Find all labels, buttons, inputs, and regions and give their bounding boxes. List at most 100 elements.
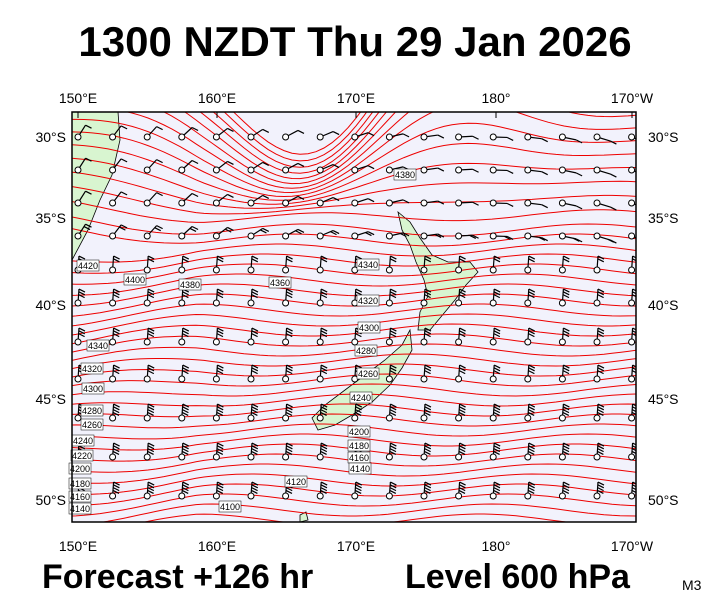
barb-station (178, 166, 186, 174)
barb-station (351, 414, 359, 422)
barb-feather (458, 333, 466, 338)
contour-label: 4140 (70, 504, 90, 514)
contour-label-box (86, 339, 110, 352)
barb-feather (562, 445, 570, 450)
contour-line (72, 228, 636, 247)
barb-station (558, 414, 566, 422)
barb-station (282, 375, 290, 383)
barb-station (282, 299, 290, 307)
barb-feather (154, 227, 162, 232)
barb-feather (631, 370, 636, 374)
barb-station (489, 133, 497, 141)
barb-feather (597, 487, 604, 492)
barb-station (143, 299, 151, 307)
barb-feather (147, 255, 155, 260)
barb-feather (295, 230, 302, 235)
barb-feather (262, 227, 270, 232)
barb-station (524, 299, 532, 307)
barb-feather (216, 258, 224, 263)
barb-feather (437, 167, 445, 172)
barb-feather (493, 291, 501, 296)
barb-feather (642, 240, 648, 243)
barb-feather (459, 291, 466, 296)
barb-feather (597, 450, 604, 455)
barb-station (351, 338, 359, 346)
barb-feather (493, 333, 501, 338)
barb-feather (400, 232, 407, 238)
contour-label-box (70, 449, 94, 462)
barb-feather (78, 291, 86, 296)
barb-station (593, 166, 601, 174)
barb-feather (147, 481, 155, 486)
barb-feather (458, 448, 466, 453)
barb-feather (597, 294, 604, 299)
barb-feather (562, 367, 570, 372)
contour-line (72, 413, 636, 429)
barb-feather (147, 327, 155, 332)
barb-feather (389, 448, 397, 453)
barb-feather (573, 237, 580, 242)
barb-feather (320, 291, 328, 296)
barb-station (212, 414, 220, 422)
barb-feather (120, 224, 128, 229)
barb-feather (181, 450, 189, 455)
barb-feather (389, 484, 397, 489)
contour-label-box (268, 276, 292, 289)
barb-feather (285, 294, 293, 299)
barb-feather (286, 330, 293, 335)
barb-feather (217, 442, 224, 447)
barb-station (282, 199, 290, 207)
barb-feather (607, 238, 614, 243)
barb-feather (216, 294, 224, 299)
barb-feather (156, 192, 163, 197)
barb-feather (181, 489, 189, 494)
contour-label: 4160 (349, 453, 369, 463)
barb-feather (631, 448, 636, 452)
barb-feather (458, 411, 466, 416)
barb-feather (562, 291, 570, 296)
barb-feather (528, 409, 535, 414)
barb-feather (424, 258, 432, 263)
barb-feather (147, 403, 155, 408)
barb-feather (147, 450, 154, 455)
barb-station (420, 492, 428, 500)
barb-station (524, 375, 532, 383)
barb-feather (390, 403, 397, 408)
contour-line (72, 423, 636, 440)
barb-feather (367, 231, 375, 236)
barb-feather (562, 411, 570, 416)
barb-feather (182, 327, 190, 332)
barb-station (489, 453, 497, 461)
barb-feather (320, 448, 328, 453)
barb-feather (528, 364, 536, 369)
barb-feather (320, 367, 328, 372)
model-label: M3 (682, 577, 702, 593)
contour-label: 4120 (286, 477, 306, 487)
barb-feather (78, 255, 86, 260)
contour-line (72, 343, 636, 361)
barb-feather (493, 258, 501, 263)
contour-label-box (284, 475, 308, 488)
barb-feather (528, 294, 535, 299)
barb-feather (459, 403, 466, 408)
barb-feather (389, 406, 397, 411)
barb-feather (528, 330, 535, 335)
barb-station (316, 133, 324, 141)
barb-feather (506, 169, 514, 174)
barb-feather (216, 489, 224, 494)
barb-feather (251, 367, 259, 372)
barb-feather (597, 481, 605, 486)
barb-feather (597, 364, 605, 369)
barb-feather (251, 409, 258, 414)
barb-feather (597, 330, 605, 335)
barb-feather (390, 442, 397, 447)
barb-feather (597, 409, 604, 414)
barb-station (385, 232, 393, 240)
barb-station (109, 166, 117, 174)
barb-station (282, 492, 290, 500)
barb-feather (597, 445, 605, 450)
barb-feather (645, 175, 651, 178)
barb-feather (390, 364, 397, 369)
barb-station (247, 133, 255, 141)
barb-feather (389, 333, 397, 338)
